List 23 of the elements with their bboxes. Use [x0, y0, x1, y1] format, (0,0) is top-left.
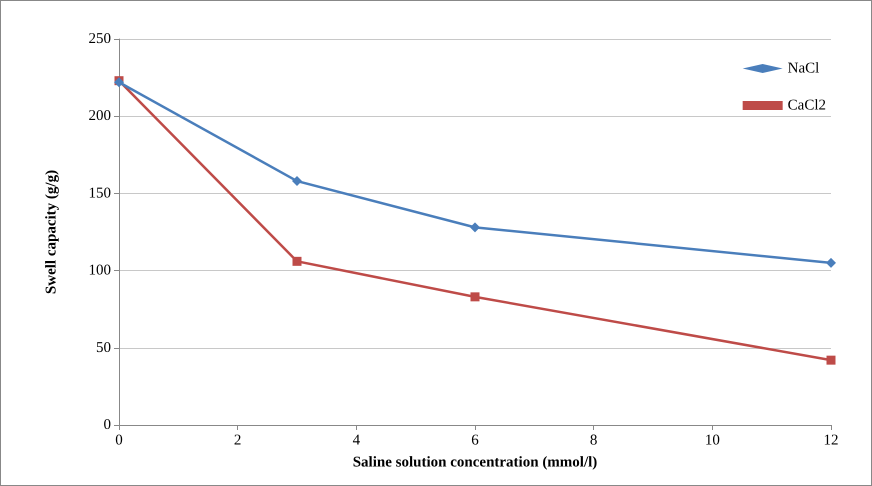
x-tick-label: 10 — [704, 432, 720, 448]
x-tick-label: 8 — [590, 432, 598, 448]
y-tick-label: 150 — [88, 185, 111, 202]
legend-label: NaCl — [788, 60, 820, 76]
x-tick-label: 12 — [824, 432, 838, 448]
y-tick-label: 0 — [104, 417, 111, 433]
x-tick-label: 0 — [115, 432, 123, 448]
y-tick-label: 250 — [88, 31, 111, 47]
x-axis-title: Saline solution concentration (mmol/l) — [352, 454, 598, 470]
point — [292, 256, 302, 266]
y-axis-title: Swell capacity (g/g) — [44, 170, 60, 294]
point — [292, 176, 302, 186]
point — [826, 356, 836, 365]
x-tick-label: 6 — [471, 432, 480, 448]
point — [470, 292, 480, 302]
x-tick-label: 2 — [234, 432, 242, 448]
y-tick-label: 100 — [88, 262, 111, 279]
point — [826, 258, 836, 268]
legend-label: CaCl2 — [788, 98, 826, 114]
y-tick-label: 200 — [88, 108, 111, 124]
y-tick-label: 50 — [96, 340, 111, 356]
point — [470, 222, 480, 232]
x-tick-label: 4 — [352, 432, 361, 448]
